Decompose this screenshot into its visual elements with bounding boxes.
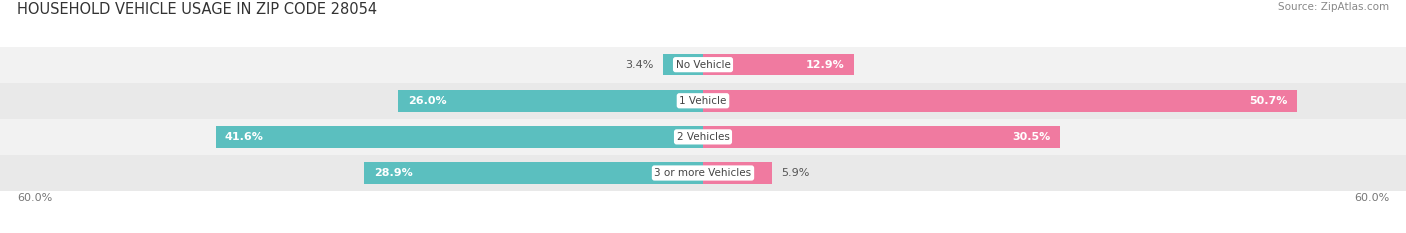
Bar [703, 90, 1298, 112]
Text: 50.7%: 50.7% [1250, 96, 1288, 106]
Bar [703, 54, 855, 75]
Text: 28.9%: 28.9% [374, 168, 412, 178]
Text: 26.0%: 26.0% [408, 96, 446, 106]
Text: Source: ZipAtlas.com: Source: ZipAtlas.com [1278, 2, 1389, 12]
Bar [0, 47, 1406, 83]
Bar [0, 119, 1406, 155]
Text: 5.9%: 5.9% [782, 168, 810, 178]
Text: HOUSEHOLD VEHICLE USAGE IN ZIP CODE 28054: HOUSEHOLD VEHICLE USAGE IN ZIP CODE 2805… [17, 2, 377, 17]
Text: 12.9%: 12.9% [806, 60, 845, 70]
Text: 3.4%: 3.4% [626, 60, 654, 70]
Bar [0, 83, 1406, 119]
Bar [703, 126, 1060, 148]
Bar [215, 126, 703, 148]
Text: No Vehicle: No Vehicle [675, 60, 731, 70]
Text: 3 or more Vehicles: 3 or more Vehicles [654, 168, 752, 178]
Text: 60.0%: 60.0% [1354, 193, 1389, 203]
Bar [664, 54, 703, 75]
Text: 2 Vehicles: 2 Vehicles [676, 132, 730, 142]
Text: 41.6%: 41.6% [225, 132, 264, 142]
Bar [398, 90, 703, 112]
Text: 30.5%: 30.5% [1012, 132, 1052, 142]
Bar [0, 155, 1406, 191]
Text: 1 Vehicle: 1 Vehicle [679, 96, 727, 106]
Bar [364, 162, 703, 184]
Bar [703, 162, 772, 184]
Text: 60.0%: 60.0% [17, 193, 52, 203]
